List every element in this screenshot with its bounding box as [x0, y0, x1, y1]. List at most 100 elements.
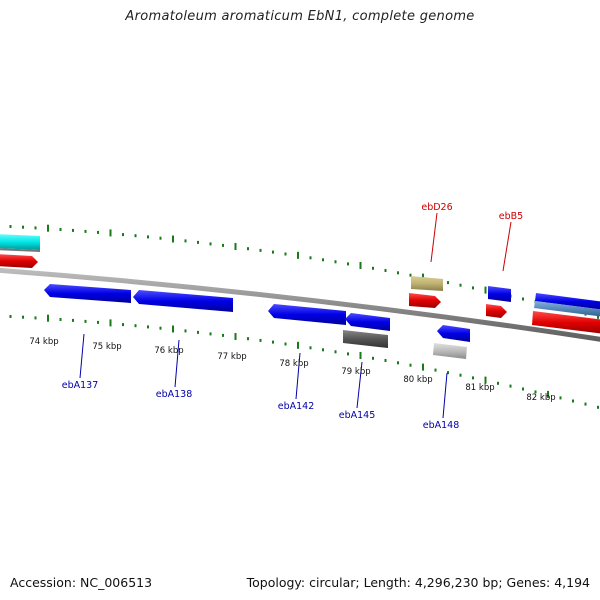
tick-label-82kbp: 82 kbp [526, 393, 555, 403]
minor-tick [184, 239, 187, 243]
minor-tick [447, 371, 449, 375]
genome-backbone [0, 267, 600, 342]
tick-label-78kbp: 78 kbp [279, 359, 308, 369]
tick-label-74kbp: 74 kbp [29, 337, 58, 347]
major-tick [359, 352, 362, 359]
minor-tick [97, 230, 99, 234]
minor-tick [459, 283, 462, 287]
feature-cyan[interactable] [0, 234, 40, 250]
minor-tick [247, 247, 249, 251]
major-tick [484, 286, 487, 294]
tick-label-80kbp: 80 kbp [403, 375, 432, 385]
minor-tick [347, 352, 349, 356]
minor-tick [259, 248, 262, 252]
minor-tick [384, 359, 387, 362]
minor-tick [9, 315, 12, 318]
label-ebA142: ebA142 [278, 401, 315, 412]
label-ebA145: ebA145 [339, 410, 376, 421]
minor-tick [59, 228, 62, 231]
minor-tick [272, 250, 274, 254]
genome-summary-text: Topology: circular; Length: 4,296,230 bp… [246, 575, 590, 590]
feature-right-steel[interactable] [534, 301, 600, 317]
major-tick [547, 390, 549, 398]
minor-tick [559, 396, 562, 400]
minor-tick [84, 229, 87, 233]
major-tick [109, 319, 112, 327]
inner-tick-ring [9, 314, 599, 409]
label-ebD26: ebD26 [421, 202, 452, 213]
minor-tick [372, 266, 374, 270]
feature-ebA138[interactable] [133, 290, 233, 312]
minor-tick [147, 235, 149, 239]
major-tick [234, 243, 237, 250]
minor-tick [572, 399, 574, 403]
minor-tick [34, 316, 37, 320]
feature-right-blue[interactable] [535, 293, 600, 310]
minor-tick [397, 271, 399, 275]
minor-tick [597, 405, 599, 409]
feature-ebB5-rna[interactable] [486, 304, 507, 318]
minor-tick [409, 363, 412, 367]
tick-label-79kbp: 79 kbp [341, 367, 370, 377]
map-title: Aromatoleum aromaticum EbN1, complete ge… [125, 9, 475, 24]
major-tick [172, 325, 174, 333]
major-tick [297, 341, 299, 349]
feature-ebA137[interactable] [44, 284, 131, 303]
minor-tick [597, 315, 599, 319]
label-ebA148: ebA148 [423, 420, 460, 431]
feature-ebA145[interactable] [343, 330, 388, 348]
leader-ebA138 [174, 339, 180, 388]
outer-leader-lines [430, 212, 512, 272]
minor-tick [84, 319, 87, 323]
major-tick [234, 333, 237, 340]
minor-tick [209, 332, 212, 336]
minor-tick [509, 384, 512, 388]
minor-tick [334, 260, 337, 264]
feature-rna-left[interactable] [0, 254, 38, 268]
feature-ebB5-cds[interactable] [488, 286, 511, 302]
label-ebB5: ebB5 [499, 211, 523, 222]
minor-tick [122, 323, 124, 327]
minor-tick [309, 256, 312, 260]
feature-olive[interactable] [411, 276, 443, 291]
major-tick [172, 235, 174, 243]
minor-tick [272, 340, 274, 344]
minor-tick [522, 387, 524, 391]
feature-ebA142[interactable] [268, 304, 346, 325]
minor-tick [222, 333, 224, 337]
tick-label-76kbp: 76 kbp [154, 346, 183, 356]
major-tick [297, 251, 299, 259]
leader-ebB5 [502, 221, 512, 272]
minor-tick [322, 258, 324, 262]
major-tick [484, 376, 487, 384]
leader-ebA145 [356, 361, 363, 409]
label-ebA138: ebA138 [156, 389, 193, 400]
minor-tick [134, 234, 137, 238]
feature-ebA148[interactable] [433, 343, 467, 359]
minor-tick [334, 350, 337, 354]
minor-tick [259, 338, 262, 342]
minor-tick [584, 402, 587, 406]
feature-right-red[interactable] [532, 311, 600, 334]
major-tick [422, 273, 424, 281]
feature-ebA145-cds[interactable] [345, 313, 390, 331]
tick-label-75kbp: 75 kbp [92, 342, 121, 352]
inner-leader-lines [79, 333, 448, 419]
minor-tick [134, 324, 137, 328]
minor-tick [184, 329, 187, 333]
label-ebA137: ebA137 [62, 380, 99, 391]
minor-tick [472, 376, 474, 380]
feature-ebD26[interactable] [409, 293, 441, 308]
minor-tick [472, 286, 474, 290]
minor-tick [72, 228, 74, 232]
major-tick [109, 229, 112, 237]
minor-tick [497, 381, 499, 385]
minor-tick [197, 240, 199, 244]
minor-tick [97, 320, 99, 324]
accession-text: Accession: NC_006513 [10, 575, 153, 590]
leader-ebA148 [442, 372, 448, 419]
minor-tick [22, 225, 24, 229]
feature-ebA148-cds[interactable] [437, 325, 470, 342]
minor-tick [322, 348, 324, 352]
